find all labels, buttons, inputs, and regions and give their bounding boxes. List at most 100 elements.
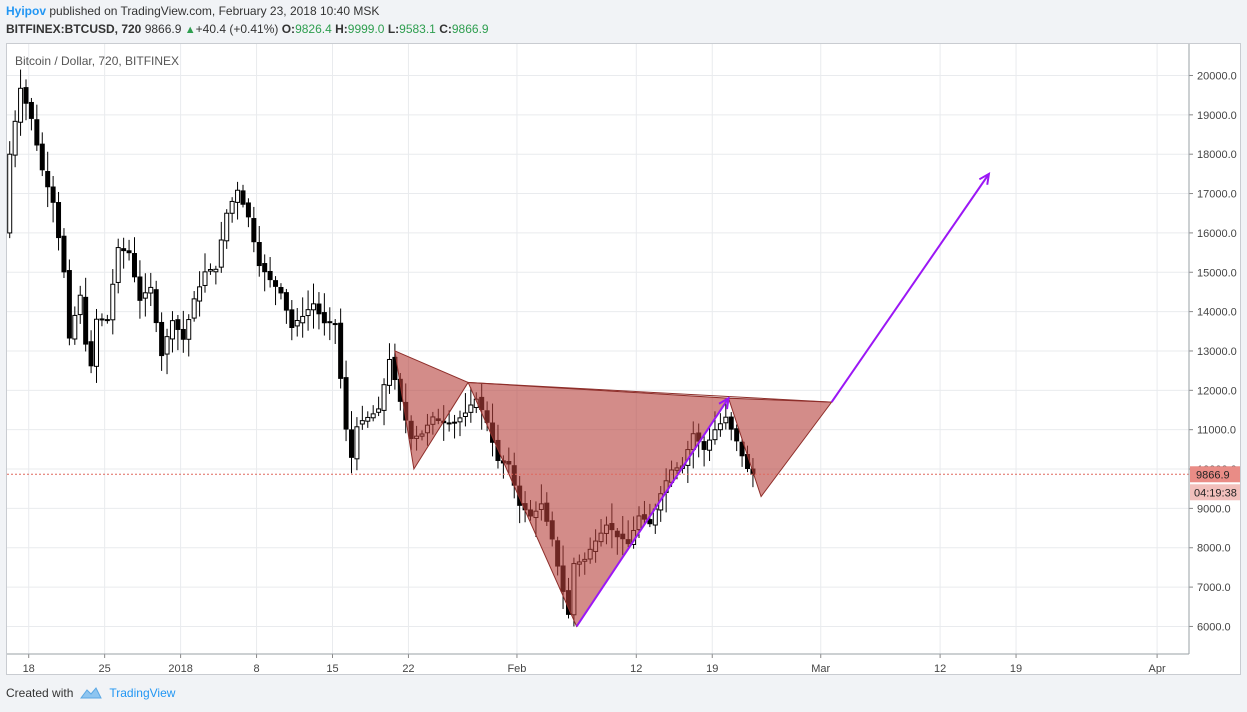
publish-line: Hyipov published on TradingView.com, Feb… — [6, 4, 379, 18]
candle-body — [717, 423, 723, 431]
candle-body — [386, 358, 392, 386]
y-tick-label: 12000.0 — [1197, 385, 1237, 397]
open-label: O: — [281, 22, 296, 36]
x-tick-label: 22 — [402, 663, 414, 674]
candle-body — [235, 189, 241, 203]
tradingview-logo-icon — [80, 687, 103, 699]
candle-body — [251, 218, 257, 243]
price-chart[interactable]: 6000.07000.08000.09000.010000.011000.012… — [7, 44, 1240, 674]
x-tick-label: 8 — [253, 663, 259, 674]
y-tick-label: 6000.0 — [1197, 621, 1231, 633]
candle-body — [186, 319, 192, 340]
arrow-head — [978, 171, 991, 185]
candle-body — [739, 441, 745, 457]
candle-body — [50, 186, 56, 203]
candle-body — [294, 319, 300, 327]
tradingview-link[interactable]: TradingView — [109, 686, 176, 700]
x-tick-label: Mar — [811, 663, 830, 674]
candle-body — [202, 271, 208, 286]
arrow-line — [575, 397, 730, 628]
candle-body — [169, 320, 175, 340]
candle-body — [153, 289, 159, 324]
open-value: 9826.4 — [295, 22, 332, 36]
candle-body — [457, 417, 463, 423]
pattern-triangle — [394, 350, 469, 471]
candle-body — [224, 212, 230, 242]
candle-body — [148, 286, 154, 294]
x-tick-label: 25 — [99, 663, 111, 674]
candle-body — [191, 298, 197, 319]
x-tick-label: 12 — [934, 663, 946, 674]
candle-body — [256, 242, 262, 267]
candle-body — [164, 336, 170, 355]
candle-body — [77, 294, 83, 316]
candle-body — [229, 200, 235, 214]
candle-body — [23, 87, 29, 104]
y-tick-label: 17000.0 — [1197, 189, 1237, 201]
candle-body — [468, 404, 474, 413]
x-tick-label: 19 — [706, 663, 718, 674]
y-tick-label: 9000.0 — [1197, 503, 1231, 515]
candle-body — [218, 239, 224, 268]
candle-body — [343, 377, 349, 430]
candle-body — [278, 287, 284, 294]
price-change: +40.4 (+0.41%) — [195, 22, 279, 36]
candle-body — [365, 416, 371, 422]
symbol-line: BITFINEX:BTCUSD, 720 9866.9 ▲+40.4 (+0.4… — [6, 22, 489, 36]
candle-body — [126, 250, 132, 254]
chart-panel[interactable]: 6000.07000.08000.09000.010000.011000.012… — [6, 43, 1241, 675]
projection-arrows — [575, 171, 991, 628]
candle-body — [240, 190, 246, 205]
candle-body — [12, 120, 18, 156]
candle-body — [115, 247, 121, 283]
candle-body — [267, 270, 273, 281]
y-tick-label: 13000.0 — [1197, 346, 1237, 358]
chart-title: Bitcoin / Dollar, 720, BITFINEX — [15, 54, 179, 68]
candle-body — [56, 202, 62, 239]
candle-body — [723, 416, 729, 424]
close-label: C: — [439, 22, 452, 36]
x-tick-label: Feb — [507, 663, 526, 674]
close-value: 9866.9 — [451, 22, 489, 36]
candle-body — [734, 428, 740, 442]
y-tick-label: 18000.0 — [1197, 149, 1237, 161]
up-triangle-icon: ▲ — [184, 24, 196, 36]
author-name[interactable]: Hyipov — [6, 4, 47, 18]
price-axis[interactable]: 6000.07000.08000.09000.010000.011000.012… — [1188, 44, 1240, 654]
time-axis[interactable]: 18 25 2018 8 15 22 Feb 12 19 Mar 12 19 Apr — [7, 653, 1189, 674]
candle-body — [175, 319, 181, 330]
candle-body — [39, 143, 45, 171]
candle-body — [83, 296, 89, 345]
harmonic-pattern — [394, 350, 833, 628]
candle-body — [18, 87, 24, 123]
candle-body — [327, 321, 333, 324]
candle-body — [370, 413, 376, 419]
candles — [7, 69, 756, 627]
x-tick-label: 18 — [23, 663, 35, 674]
high-label: H: — [335, 22, 348, 36]
candle-body — [66, 270, 72, 339]
candle-body — [142, 292, 148, 299]
countdown-label: 04:19:38 — [1194, 487, 1237, 499]
candle-body — [99, 318, 105, 321]
y-tick-label: 14000.0 — [1197, 307, 1237, 319]
candle-body — [311, 303, 317, 311]
arrow-line — [830, 173, 990, 403]
candle-body — [207, 269, 213, 272]
y-tick-label: 20000.0 — [1197, 70, 1237, 82]
candle-body — [647, 519, 653, 525]
candle-body — [381, 384, 387, 411]
candle-body — [94, 318, 100, 367]
high-value: 9999.0 — [347, 22, 385, 36]
candle-body — [88, 341, 94, 367]
candle-body — [137, 276, 143, 301]
y-tick-label: 7000.0 — [1197, 582, 1231, 594]
candle-body — [213, 268, 219, 273]
candle-body — [289, 309, 295, 328]
candle-body — [321, 312, 327, 324]
y-tick-label: 15000.0 — [1197, 267, 1237, 279]
candle-body — [110, 283, 116, 321]
arrow-head — [718, 396, 730, 410]
candle-body — [245, 202, 251, 218]
low-value: 9583.1 — [399, 22, 436, 36]
